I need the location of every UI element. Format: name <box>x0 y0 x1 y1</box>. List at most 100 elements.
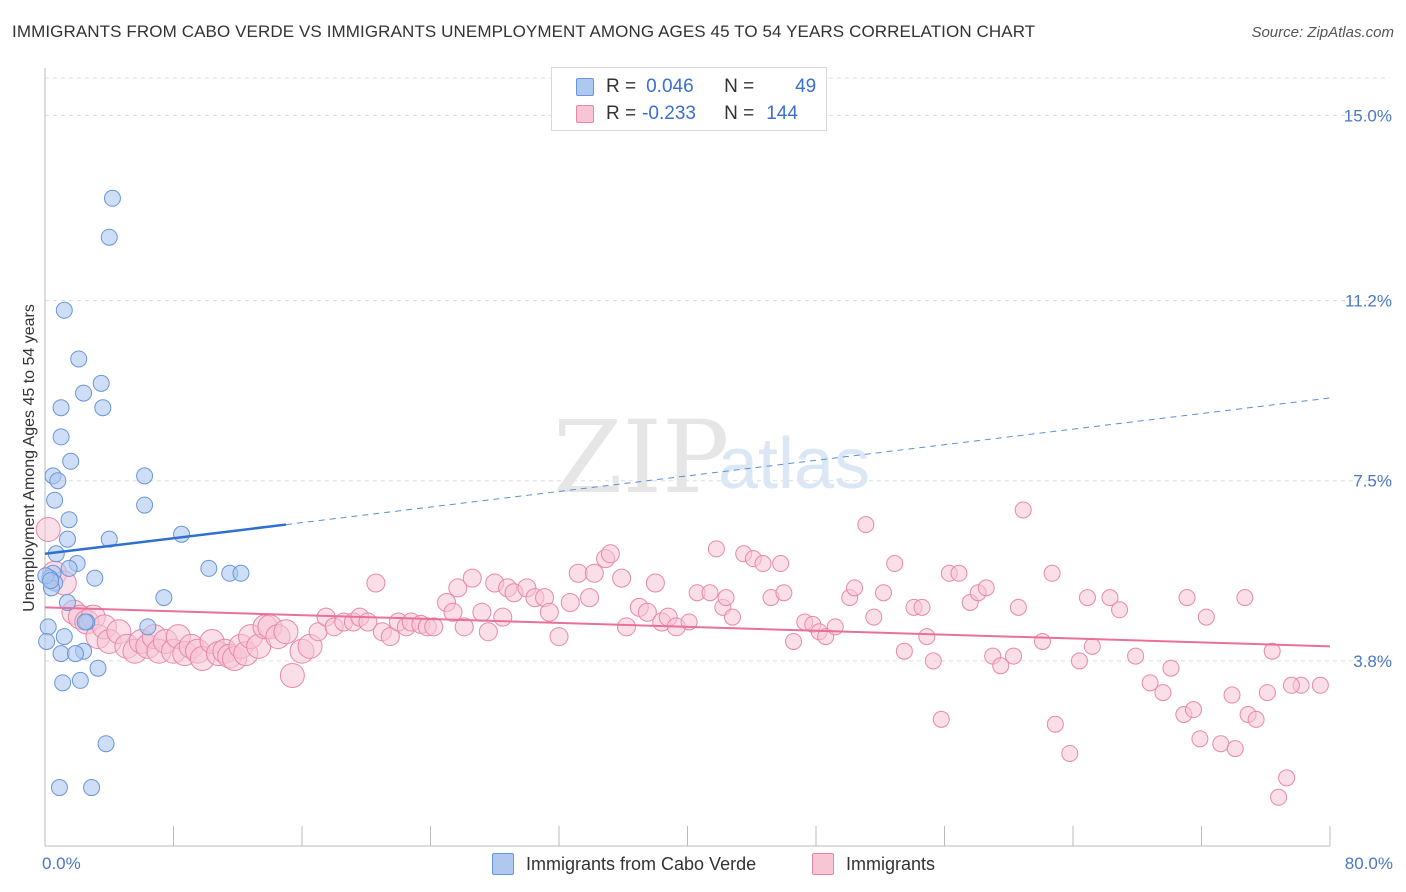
legend-swatch-pink <box>576 105 594 123</box>
data-point-immigrants <box>1223 686 1241 704</box>
data-point-cabo-verde <box>155 589 173 607</box>
data-point-immigrants <box>612 568 632 588</box>
data-point-immigrants <box>992 657 1010 675</box>
x-tick-label: 80.0% <box>1345 854 1393 873</box>
data-point-immigrants <box>600 544 620 564</box>
data-point-immigrants <box>1278 769 1296 787</box>
data-point-cabo-verde <box>46 491 64 509</box>
data-point-immigrants <box>1258 684 1276 702</box>
data-point-immigrants <box>448 578 468 598</box>
data-point-cabo-verde <box>76 613 94 631</box>
data-point-cabo-verde <box>70 350 88 368</box>
data-point-immigrants <box>424 617 444 637</box>
data-point-immigrants <box>1111 601 1129 619</box>
bottom-legend-immigrants: Immigrants <box>812 852 935 876</box>
data-point-cabo-verde <box>75 384 93 402</box>
legend-r-value: 0.046 <box>646 76 694 97</box>
data-point-cabo-verde <box>139 618 157 636</box>
data-point-cabo-verde <box>67 645 85 663</box>
data-point-cabo-verde <box>136 467 154 485</box>
tick-labels: 3.8% 7.5% 11.2% 15.0% 0.0% 80.0% <box>42 106 1393 873</box>
data-point-immigrants <box>846 579 864 597</box>
data-point-cabo-verde <box>86 569 104 587</box>
data-point-immigrants <box>549 627 569 647</box>
data-point-immigrants <box>895 642 913 660</box>
data-point-immigrants <box>1247 710 1265 728</box>
data-point-immigrants <box>775 584 793 602</box>
legend-n-label: N = <box>724 76 755 97</box>
legend-n-value: 144 <box>766 103 798 124</box>
data-point-immigrants <box>580 588 600 608</box>
data-point-immigrants <box>1101 589 1119 607</box>
bottom-legend-swatch-blue <box>492 853 514 875</box>
series-cabo-verde <box>37 189 250 797</box>
data-point-immigrants <box>1083 637 1101 655</box>
data-point-immigrants <box>568 563 588 583</box>
data-point-cabo-verde <box>83 779 101 797</box>
data-point-cabo-verde <box>52 428 70 446</box>
data-point-immigrants <box>918 628 936 646</box>
data-point-immigrants <box>865 608 883 626</box>
data-point-cabo-verde <box>71 671 89 689</box>
data-point-cabo-verde <box>54 674 72 692</box>
data-point-cabo-verde <box>89 659 107 677</box>
data-point-cabo-verde <box>42 572 60 590</box>
watermark-atlas: atlas <box>718 424 870 504</box>
bottom-legend-swatch-pink <box>812 853 834 875</box>
data-point-immigrants <box>874 584 892 602</box>
data-point-immigrants <box>1226 740 1244 758</box>
data-point-cabo-verde <box>232 564 250 582</box>
data-point-immigrants <box>1070 652 1088 670</box>
data-point-immigrants <box>950 564 968 582</box>
y-tick-label: 11.2% <box>1345 292 1392 311</box>
data-point-cabo-verde <box>94 399 112 417</box>
legend-r-label: R = <box>606 76 637 97</box>
legend-row-cabo-verde: R = 0.046 N = 49 <box>576 75 816 99</box>
data-point-cabo-verde <box>52 399 70 417</box>
series-immigrants <box>35 501 1329 806</box>
data-point-cabo-verde <box>55 628 73 646</box>
data-point-cabo-verde <box>58 593 76 611</box>
data-point-cabo-verde <box>39 618 57 636</box>
data-point-immigrants <box>1061 744 1079 762</box>
data-point-immigrants <box>1311 676 1329 694</box>
bottom-legend-cabo-verde: Immigrants from Cabo Verde <box>492 852 756 876</box>
correlation-legend: R = 0.046 N = 49 R = -0.233 N = 144 <box>551 67 827 131</box>
data-point-immigrants <box>1184 701 1202 719</box>
data-point-immigrants <box>1162 659 1180 677</box>
data-point-immigrants <box>366 573 386 593</box>
data-point-immigrants <box>924 652 942 670</box>
data-point-immigrants <box>273 619 299 645</box>
data-point-immigrants <box>493 607 513 627</box>
trend-line-cabo-verde <box>44 523 287 556</box>
data-point-cabo-verde <box>62 452 80 470</box>
chart-title: IMMIGRANTS FROM CABO VERDE VS IMMIGRANTS… <box>12 22 1036 41</box>
data-point-immigrants <box>1191 730 1209 748</box>
trend-lines <box>44 397 1331 648</box>
data-point-immigrants <box>723 608 741 626</box>
data-point-cabo-verde <box>92 374 110 392</box>
data-point-immigrants <box>443 602 463 622</box>
data-point-cabo-verde <box>173 525 191 543</box>
data-point-immigrants <box>279 663 305 689</box>
data-point-immigrants <box>560 592 580 612</box>
data-point-immigrants <box>886 555 904 573</box>
axes <box>44 68 1331 847</box>
data-point-cabo-verde <box>100 228 118 246</box>
data-point-cabo-verde <box>103 189 121 207</box>
data-point-immigrants <box>539 602 559 622</box>
data-point-immigrants <box>35 516 61 542</box>
data-point-immigrants <box>707 540 725 558</box>
data-point-immigrants <box>472 602 492 622</box>
data-point-immigrants <box>1078 589 1096 607</box>
y-tick-label: 7.5% <box>1353 472 1392 491</box>
data-point-immigrants <box>1033 632 1051 650</box>
data-point-immigrants <box>1043 564 1061 582</box>
data-point-immigrants <box>454 617 474 637</box>
data-point-cabo-verde <box>58 530 76 548</box>
x-tick-label: 0.0% <box>42 854 81 873</box>
data-point-immigrants <box>584 563 604 583</box>
data-point-immigrants <box>1014 501 1032 519</box>
data-point-immigrants <box>462 568 482 588</box>
